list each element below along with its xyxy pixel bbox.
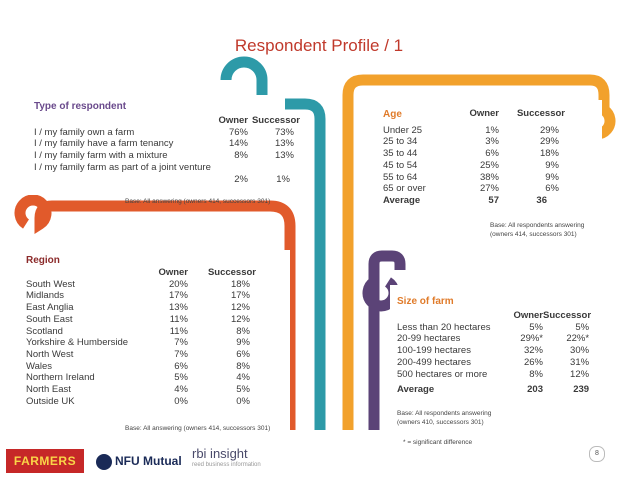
table-row: I / my family have a farm tenancy 14% 13… <box>34 138 294 150</box>
respondent-base: Base: All answering (owners 414, success… <box>125 198 271 205</box>
table-row: I / my family farm with a mixture 8% 13% <box>34 150 294 162</box>
farmers-weekly-logo: FARMERS <box>6 449 84 473</box>
table-row: 500 hectares or more 8% 12% <box>397 368 590 380</box>
table-row: North East 4% 5% <box>26 384 250 396</box>
table-row: I / my family farm as part of a joint ve… <box>34 161 211 173</box>
successor-header: Successor <box>251 115 300 126</box>
region-table: Owner Successor South West 20% 18% Midland… <box>26 267 256 407</box>
successor-header: Successor <box>207 267 256 278</box>
region-base: Base: All answering (owners 414, success… <box>125 425 271 432</box>
successor-header: Successor <box>516 108 565 119</box>
table-row: North West 7% 6% <box>26 348 250 360</box>
age-base: Base: All respondents answering (owners … <box>490 222 585 238</box>
respondent-title: Type of respondent <box>34 101 127 112</box>
successor-header: Successor <box>543 310 592 321</box>
table-row: 2% 1% <box>234 173 290 185</box>
table-row: 35 to 44 6% 18% <box>383 148 559 160</box>
table-row: 25 to 34 3% 29% <box>383 136 559 148</box>
table-row: 45 to 54 25% 9% <box>383 159 559 171</box>
region-title: Region <box>26 255 60 266</box>
size-base: Base: All respondents answering (owners … <box>397 410 492 426</box>
table-row: 200-499 hectares 26% 31% <box>397 356 590 368</box>
table-row: 65 or over 27% 6% <box>383 183 559 195</box>
average-row: Average 57 36 <box>383 194 547 206</box>
table-row: Midlands 17% 17% <box>26 290 250 302</box>
footer-logos: FARMERS NFU Mutual rbi insight reed busi… <box>6 447 276 475</box>
table-row: 20-99 hectares 29%* 22%* <box>397 333 590 345</box>
table-row: Northern Ireland 5% 4% <box>26 372 250 384</box>
nfu-mutual-logo: NFU Mutual <box>96 449 182 473</box>
size-table: Owner Successor Less than 20 hectares 5% 5… <box>397 310 591 396</box>
age-title: Age <box>383 109 402 120</box>
table-row: South East 11% 12% <box>26 313 250 325</box>
table-row: South West 20% 18% <box>26 278 250 290</box>
significance-footnote: * = significant difference <box>403 439 473 446</box>
owner-header: Owner <box>513 310 543 321</box>
owner-header: Owner <box>218 115 248 126</box>
nfu-shield-icon <box>96 453 112 470</box>
average-row: Average 203 239 <box>397 384 590 396</box>
table-row: Scotland 11% 8% <box>26 325 250 337</box>
table-row: Wales 6% 8% <box>26 360 250 372</box>
table-row: Less than 20 hectares 5% 5% <box>397 321 590 333</box>
table-row: Outside UK 0% 0% <box>26 395 250 407</box>
table-row: East Anglia 13% 12% <box>26 302 250 314</box>
page-title: Respondent Profile / 1 <box>234 36 404 55</box>
table-row: 100-199 hectares 32% 30% <box>397 345 590 357</box>
table-row: 55 to 64 38% 9% <box>383 171 559 183</box>
size-title: Size of farm <box>397 296 454 307</box>
page-number: 8 <box>589 446 605 462</box>
owner-header: Owner <box>158 267 188 278</box>
owner-header: Owner <box>469 108 499 119</box>
rbi-insight-logo: rbi insight reed business information <box>192 446 261 469</box>
table-row: Yorkshire & Humberside 7% 9% <box>26 337 250 349</box>
red-orange-pipe <box>14 194 296 430</box>
table-row: Under 25 1% 29% <box>383 124 559 136</box>
respondent-table: Owner Successor I / my family own a farm… <box>34 115 300 185</box>
age-table: Owner Successor Under 25 1% 29% 25 to 34 3%… <box>383 108 565 207</box>
table-row: I / my family own a farm 76% 73% <box>34 126 294 138</box>
